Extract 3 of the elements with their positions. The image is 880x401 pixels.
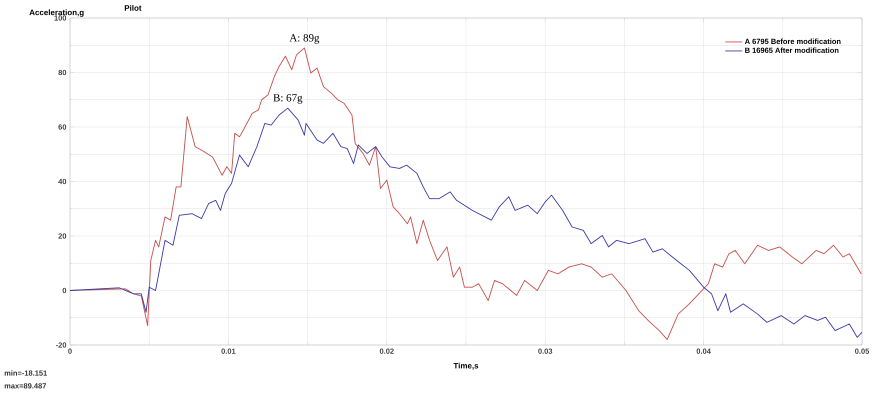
annotation: A: 89g: [289, 34, 320, 44]
annotation: B: 67g: [273, 94, 302, 104]
line-series: [70, 108, 862, 338]
